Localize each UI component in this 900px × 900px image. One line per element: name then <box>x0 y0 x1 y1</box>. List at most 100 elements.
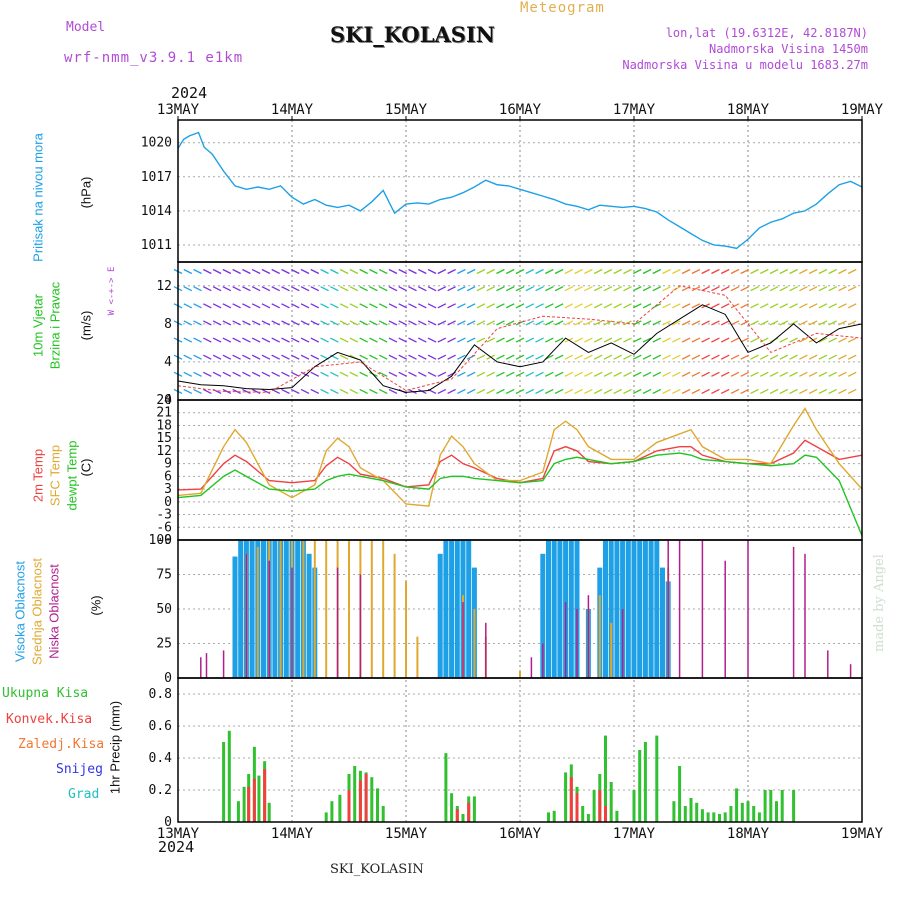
wind-barb <box>720 268 730 275</box>
wind-barb <box>290 286 300 292</box>
wind-barb <box>769 303 779 309</box>
wind-barb <box>759 354 769 360</box>
cloud-low-bar <box>621 609 624 678</box>
wind-barb <box>535 286 544 292</box>
wind-barb <box>427 371 437 377</box>
wind-barb <box>701 337 710 343</box>
wind-barb <box>203 303 212 309</box>
wind-barb <box>799 337 808 343</box>
wind-barb <box>408 371 417 377</box>
wind-barb <box>574 320 583 326</box>
precip-total-bar <box>672 801 676 822</box>
wind-barb <box>476 388 486 395</box>
wind-barb <box>320 303 329 309</box>
wind-barb <box>662 320 671 326</box>
wind-barb <box>564 303 574 309</box>
wind-barb <box>222 337 232 343</box>
wind-barb <box>711 371 720 377</box>
wind-barb <box>193 371 202 377</box>
wind-barb <box>652 354 662 360</box>
wind-tick-label: 4 <box>164 355 172 370</box>
wind-barb <box>183 268 193 275</box>
wind-barb <box>799 320 808 326</box>
x-tick-top: 15MAY <box>385 102 428 118</box>
wind-barb <box>691 303 701 309</box>
precip-total-bar <box>586 814 590 822</box>
wind-barb <box>437 354 447 360</box>
wind-barb <box>554 303 564 309</box>
wind-barb <box>398 354 408 360</box>
precip-legend-hail: Grad <box>68 787 100 802</box>
wind-barb <box>212 320 222 326</box>
model-name: wrf-nmm_v3.9.1 e1km <box>64 50 244 66</box>
wind-barb <box>818 371 828 377</box>
elevation-label: Nadmorska Visina 1450m <box>709 42 868 56</box>
wind-barb <box>584 388 593 395</box>
wind-barb <box>847 354 857 360</box>
wind-barb <box>476 286 486 292</box>
wind-barb <box>320 337 329 343</box>
wind-gust-line <box>177 285 863 393</box>
wind-barb <box>789 371 798 377</box>
cloud-mid-bar <box>370 540 373 678</box>
wind-barb <box>623 337 632 343</box>
wind-barb <box>554 337 564 343</box>
precip-panel-frame <box>177 677 863 823</box>
wind-barb <box>290 388 300 395</box>
precip-total-bar <box>769 790 773 822</box>
wind-barb <box>662 354 671 360</box>
wind-barb <box>496 286 505 292</box>
wind-barb <box>505 337 515 343</box>
wind-barb <box>310 286 320 292</box>
wind-barb <box>466 337 476 343</box>
wind-barb <box>408 354 417 360</box>
wind-barb <box>515 303 525 309</box>
wind-barb <box>593 303 603 309</box>
wind-barb <box>222 268 232 275</box>
wind-barb <box>251 303 261 309</box>
wind-barb <box>691 337 701 343</box>
wind-barb <box>799 303 808 309</box>
wind-barb <box>730 268 740 275</box>
wind-barb <box>408 337 417 343</box>
wind-barb <box>584 337 593 343</box>
precip-total-bar <box>638 750 642 822</box>
wind-barb <box>281 354 290 360</box>
wind-barb <box>515 354 525 360</box>
wind-barb <box>457 303 466 309</box>
wind-barb <box>398 286 408 292</box>
precip-conv-bar <box>347 790 351 822</box>
wind-barb <box>613 320 623 326</box>
precip-legend-total: Ukupna Kisa <box>2 686 89 701</box>
wind-barb <box>330 268 339 275</box>
cloud-low-bar <box>564 602 567 678</box>
wind-barb <box>388 371 398 377</box>
wind-barb <box>281 337 290 343</box>
wind-barb <box>740 337 750 343</box>
wind-barb <box>808 371 818 377</box>
wind-barb <box>711 337 720 343</box>
wind-barb <box>740 268 750 275</box>
wind-barb <box>525 371 535 377</box>
wind-barb <box>779 371 789 377</box>
wind-barb <box>242 388 251 395</box>
cloud-high-bar <box>272 540 278 678</box>
wind-barb <box>437 303 447 309</box>
cloud-mid-bar <box>393 553 396 678</box>
wind-barb <box>584 268 593 275</box>
cloud-mid-bar <box>598 595 601 678</box>
wind-barb <box>359 286 368 292</box>
lonlat-label: lon,lat (19.6312E, 42.8187N) <box>665 26 868 40</box>
wind-barb <box>261 303 271 309</box>
wind-barb <box>838 268 847 275</box>
wind-barb <box>564 286 574 292</box>
cloud-low-bar <box>205 653 208 678</box>
wind-barb <box>642 354 652 360</box>
wind-barb <box>808 303 818 309</box>
wind-barb <box>476 371 486 377</box>
wind-barb <box>613 371 623 377</box>
wind-barb <box>242 268 251 275</box>
precip-total-bar <box>324 812 328 822</box>
wind-barb <box>417 268 427 275</box>
precip-total-bar <box>683 806 687 822</box>
